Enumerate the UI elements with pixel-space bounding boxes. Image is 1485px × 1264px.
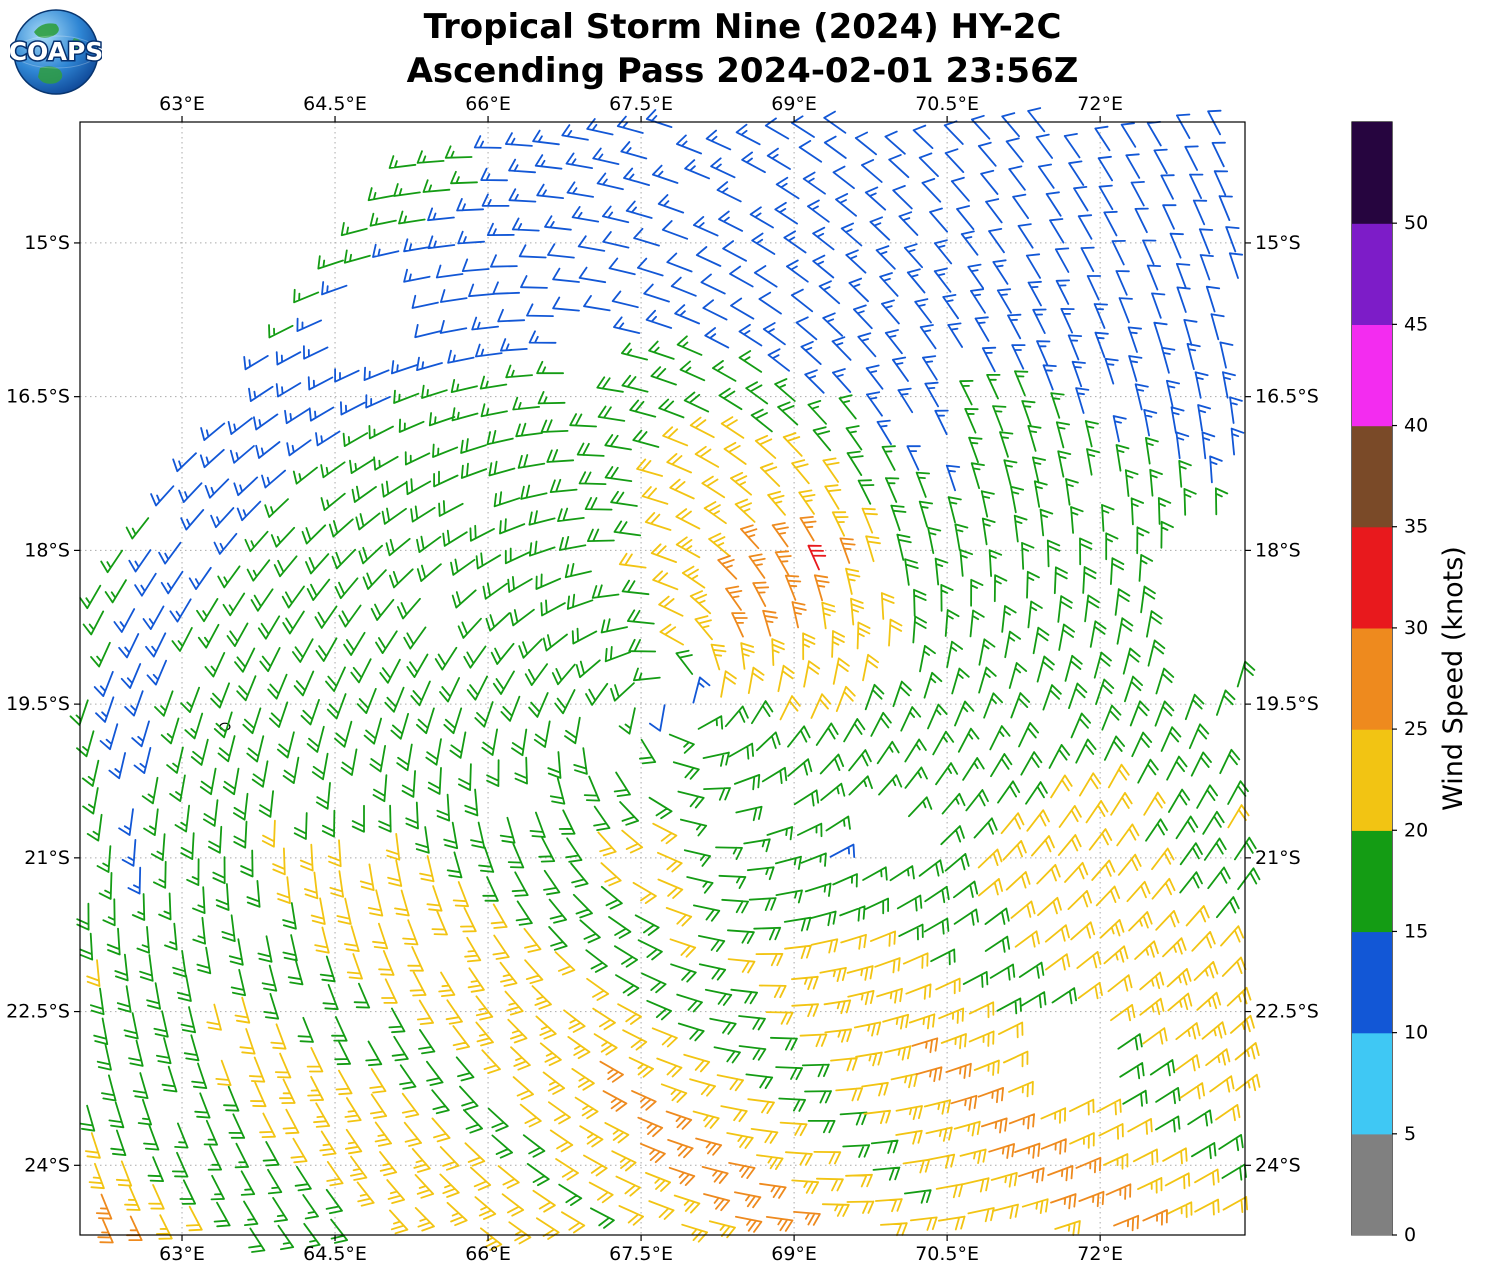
lon-tick-label-bottom: 69°E bbox=[771, 1243, 817, 1264]
colorbar-tick-label: 5 bbox=[1404, 1123, 1416, 1145]
lon-tick-label-top: 63°E bbox=[159, 93, 205, 115]
lon-tick-label-top: 72°E bbox=[1077, 93, 1123, 115]
colorbar-segment bbox=[1352, 526, 1392, 629]
title-line2: Ascending Pass 2024-02-01 23:56Z bbox=[406, 50, 1079, 91]
colorbar-segment bbox=[1352, 830, 1392, 933]
lat-tick-label-right: 22.5°S bbox=[1255, 1001, 1319, 1023]
lat-tick-label-left: 24°S bbox=[24, 1154, 70, 1176]
globe-land-east bbox=[71, 38, 84, 55]
lon-tick-label-bottom: 63°E bbox=[159, 1243, 205, 1264]
colorbar-tick-label: 35 bbox=[1404, 516, 1428, 538]
lat-tick-label-right: 24°S bbox=[1255, 1154, 1301, 1176]
colorbar-tick-label: 50 bbox=[1404, 212, 1428, 234]
lat-tick-label-left: 21°S bbox=[24, 847, 70, 869]
lon-tick-label-bottom: 70.5°E bbox=[915, 1243, 979, 1264]
lat-tick-label-right: 19.5°S bbox=[1255, 693, 1319, 715]
axis-labels: 63°E 63°E 64.5°E 64.5°E 66°E 66°E 67.5°E 67.5°E… bbox=[6, 93, 1469, 1264]
plot-frame bbox=[79, 121, 1246, 1236]
lon-tick-label-bottom: 66°E bbox=[465, 1243, 511, 1264]
lat-tick-label-left: 18°S bbox=[24, 539, 70, 561]
lon-tick-label-top: 64.5°E bbox=[303, 93, 367, 115]
colorbar-segment bbox=[1352, 729, 1392, 831]
colorbar-tick-label: 30 bbox=[1404, 617, 1428, 639]
barbs-speed-10-15kt bbox=[93, 107, 1245, 895]
lat-tick-label-right: 18°S bbox=[1255, 539, 1301, 561]
lat-tick-label-right: 15°S bbox=[1255, 232, 1301, 254]
barbs-speed-30-35kt bbox=[807, 544, 827, 571]
globe-land-south bbox=[38, 66, 63, 84]
grid-lines bbox=[80, 122, 1245, 1235]
lon-tick-label-bottom: 64.5°E bbox=[303, 1243, 367, 1264]
colorbar-segment bbox=[1352, 425, 1392, 528]
logo-text: COAPS bbox=[10, 37, 102, 66]
colorbar-segment bbox=[1352, 931, 1392, 1034]
lat-tick-label-right: 21°S bbox=[1255, 847, 1301, 869]
colorbar-segment bbox=[1352, 324, 1392, 427]
colorbar-segment bbox=[1352, 1133, 1392, 1236]
colorbar-tick-label: 0 bbox=[1404, 1224, 1416, 1246]
lon-tick-label-top: 70.5°E bbox=[915, 93, 979, 115]
colorbar-segment bbox=[1352, 223, 1392, 325]
barbs-speed-20-25kt bbox=[84, 416, 1261, 1251]
lon-tick-label-bottom: 72°E bbox=[1077, 1243, 1123, 1264]
lon-tick-label-top: 69°E bbox=[771, 93, 817, 115]
globe-graticule bbox=[13, 35, 99, 69]
barbs-speed-15-20kt bbox=[69, 145, 1261, 1253]
colorbar-tick-label: 15 bbox=[1404, 920, 1428, 942]
lat-tick-label-left: 22.5°S bbox=[6, 1001, 70, 1023]
colorbar-label: Wind Speed (knots) bbox=[1438, 546, 1469, 811]
lat-tick-label-right: 16.5°S bbox=[1255, 386, 1319, 408]
lat-tick-label-left: 19.5°S bbox=[6, 693, 70, 715]
globe-land-north bbox=[34, 23, 59, 38]
colorbar-tick-label: 10 bbox=[1404, 1022, 1428, 1044]
lon-tick-label-top: 66°E bbox=[465, 93, 511, 115]
barbs-speed-25-30kt bbox=[95, 516, 1168, 1244]
lat-tick-label-left: 15°S bbox=[24, 232, 70, 254]
lon-tick-label-bottom: 67.5°E bbox=[609, 1243, 673, 1264]
colorbar-segment bbox=[1352, 122, 1392, 224]
wind-barbs-layer bbox=[69, 107, 1261, 1253]
colorbar-segment bbox=[1352, 627, 1392, 730]
colorbar-tick-label: 20 bbox=[1404, 819, 1428, 841]
colorbar-segment bbox=[1352, 1032, 1392, 1135]
colorbar-tick-label: 40 bbox=[1404, 415, 1428, 437]
lon-tick-label-top: 67.5°E bbox=[609, 93, 673, 115]
title-line1: Tropical Storm Nine (2024) HY-2C bbox=[423, 7, 1062, 47]
colorbar-tick-label: 45 bbox=[1404, 313, 1428, 335]
lat-tick-label-left: 16.5°S bbox=[6, 386, 70, 408]
chart-title: Tropical Storm Nine (2024) HY-2C Ascendi… bbox=[0, 6, 1485, 93]
colorbar-tick-label: 25 bbox=[1404, 718, 1428, 740]
coaps-logo: COAPS bbox=[10, 9, 102, 95]
